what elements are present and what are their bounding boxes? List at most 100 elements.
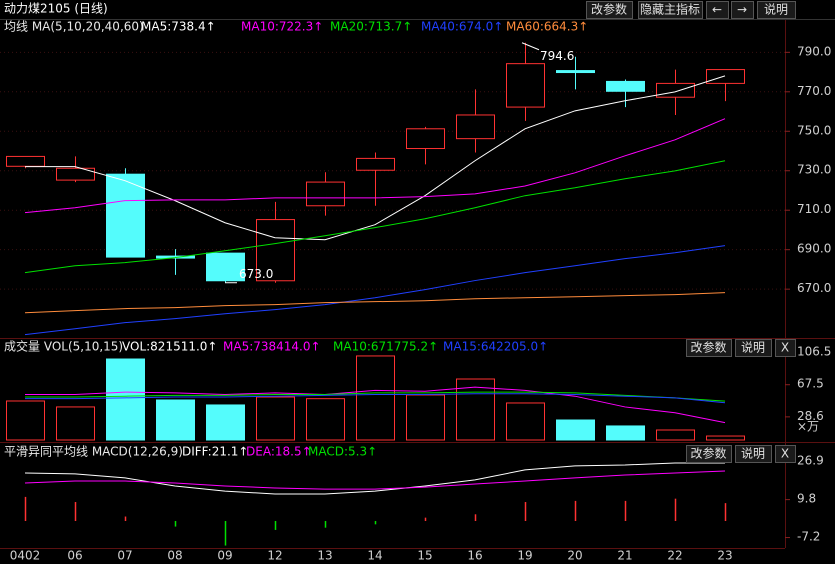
ma-line <box>25 391 726 402</box>
legend-entry: MA5:738.4↑ <box>141 20 216 34</box>
y-tick-label: 26.9 <box>797 453 824 467</box>
legend-entry: MA5:738414.0↑ <box>223 340 321 354</box>
volume-bar <box>206 404 245 441</box>
button[interactable] <box>775 339 796 357</box>
volume-bar <box>256 396 295 441</box>
button-label[interactable]: 说明 <box>741 340 765 355</box>
candle-body <box>6 155 45 167</box>
volume-bar <box>406 394 445 441</box>
x-tick-label: 06 <box>67 549 82 563</box>
indicator-label: 均线 MA(5,10,20,40,60) <box>4 20 144 34</box>
y-tick-label: 750.0 <box>797 123 831 137</box>
x-tick-label: 09 <box>217 549 232 563</box>
button-label[interactable]: 说明 <box>741 446 765 461</box>
button-label[interactable]: ← <box>712 3 722 17</box>
ma-line <box>24 245 726 336</box>
button-label[interactable]: 隐藏主指标 <box>640 2 700 17</box>
button[interactable] <box>775 445 796 463</box>
candle-body <box>706 69 745 84</box>
candle-body <box>106 173 145 258</box>
volume-bar <box>6 400 45 441</box>
volume-bar <box>356 355 395 441</box>
x-tick-label: 16 <box>467 549 482 563</box>
y-tick-label: 106.5 <box>797 344 831 358</box>
legend-entry: DIFF:21.1↑ <box>182 445 248 459</box>
annotation: 673.0 <box>239 267 273 281</box>
y-tick-label: 730.0 <box>797 163 831 177</box>
button-label[interactable]: 改参数 <box>591 2 627 17</box>
x-tick-label: 19 <box>517 549 532 563</box>
y-tick-label: 710.0 <box>797 202 831 216</box>
indicator-label: 成交量 VOL(5,10,15) <box>4 339 123 354</box>
button-label[interactable]: X <box>781 447 789 461</box>
legend-entry: MA40:674.0↑ <box>421 20 503 34</box>
legend-entry: DEA:18.5↑ <box>246 445 312 459</box>
button[interactable] <box>735 445 772 463</box>
ma-line <box>24 118 726 214</box>
candle-body <box>306 181 345 207</box>
button[interactable] <box>731 1 754 19</box>
x-tick-label: 20 <box>567 549 582 563</box>
ma-line <box>24 160 726 274</box>
legend-entry: MA60:664.3↑ <box>506 20 588 34</box>
y-unit: ×万 <box>797 420 819 434</box>
button[interactable] <box>586 1 633 19</box>
volume-bar <box>656 429 695 441</box>
button[interactable] <box>735 339 772 357</box>
candle-body <box>506 63 545 108</box>
ma-line <box>24 470 726 490</box>
ma-line <box>25 386 726 424</box>
button-label[interactable]: X <box>781 341 789 355</box>
legend-entry: MA10:671775.2↑ <box>333 340 438 354</box>
volume-bar <box>106 358 145 441</box>
ma-line <box>24 462 725 495</box>
indicator-label: 平滑异同平均线 MACD(12,26,9) <box>4 445 183 459</box>
volume-bar <box>56 406 95 441</box>
candle-body <box>56 167 95 181</box>
button-label[interactable]: 改参数 <box>690 340 726 355</box>
button[interactable] <box>686 339 732 357</box>
button[interactable] <box>757 1 796 19</box>
button-label[interactable]: 改参数 <box>690 446 726 461</box>
legend-entry: MA15:642205.0↑ <box>443 340 548 354</box>
annotation: 794.6 <box>540 49 574 63</box>
annotation-leader <box>521 42 540 51</box>
y-tick-label: 28.6 <box>797 409 824 423</box>
x-tick-label: 0402 <box>10 549 41 563</box>
legend-entry: MA20:713.7↑ <box>330 20 412 34</box>
candle-body <box>656 82 695 98</box>
button[interactable] <box>706 1 729 19</box>
button-label[interactable]: 说明 <box>764 2 788 17</box>
candle-body <box>556 70 595 74</box>
x-tick-label: 15 <box>417 549 432 563</box>
candle-body <box>206 252 245 282</box>
x-tick-label: 21 <box>617 549 632 563</box>
y-tick-label: 67.5 <box>797 377 824 391</box>
x-tick-label: 14 <box>367 549 382 563</box>
ma-line <box>25 393 726 404</box>
candle-body <box>406 128 445 150</box>
button-label[interactable]: → <box>737 3 747 17</box>
candle-body <box>606 80 645 92</box>
legend-entry: VOL:821511.0↑ <box>122 340 217 354</box>
volume-bar <box>506 402 545 441</box>
candle-body <box>256 219 295 282</box>
y-tick-label: 770.0 <box>797 84 831 98</box>
y-tick-label: 790.0 <box>797 44 831 58</box>
legend-entry: MA10:722.3↑ <box>241 20 323 34</box>
y-tick-label: 670.0 <box>797 281 831 295</box>
x-tick-label: 07 <box>117 549 132 563</box>
y-tick-label: -7.2 <box>797 530 820 544</box>
ma-line <box>24 292 726 314</box>
volume-bar <box>556 419 595 441</box>
button[interactable] <box>638 1 703 19</box>
y-tick-label: 690.0 <box>797 242 831 256</box>
button[interactable] <box>686 445 732 463</box>
volume-bar <box>156 399 195 441</box>
x-tick-label: 08 <box>167 549 182 563</box>
volume-bar <box>606 425 645 441</box>
